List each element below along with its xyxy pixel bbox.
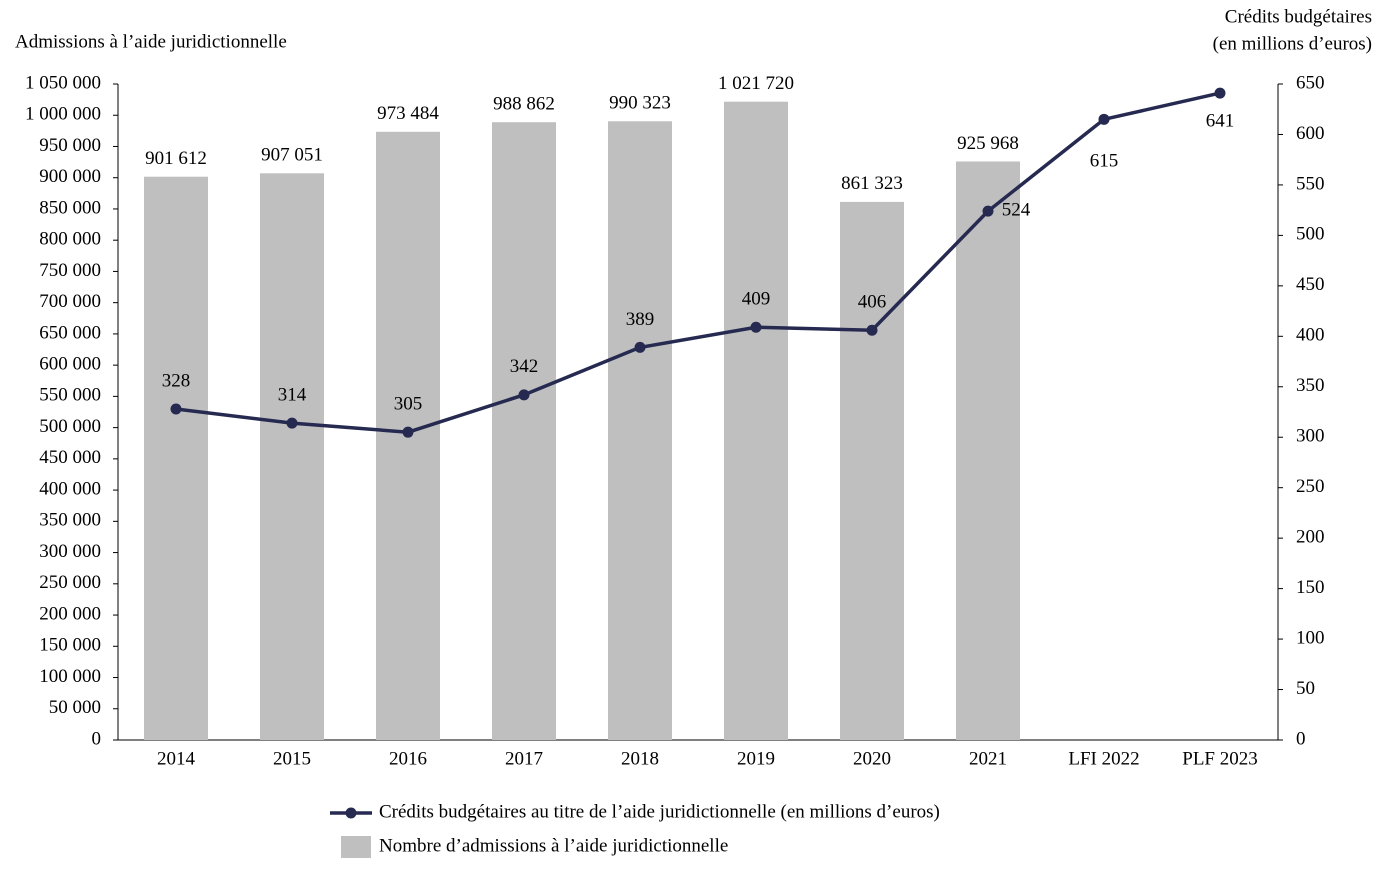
x-tick-label: 2021 (969, 748, 1007, 769)
line-value-label: 389 (626, 309, 655, 330)
y-axis-title: Admissions à l’aide juridictionnelle (15, 31, 287, 52)
y-tick-label: 500 000 (39, 416, 101, 437)
x-tick-label: 2016 (389, 748, 427, 769)
line (175, 91, 1221, 434)
y2-tick-label: 450 (1296, 274, 1325, 295)
y-tick-label: 50 000 (49, 697, 101, 718)
y-tick-label: 450 000 (39, 447, 101, 468)
bar-value-label: 925 968 (957, 133, 1019, 154)
line-point (982, 205, 994, 217)
y2-tick-label: 0 (1296, 728, 1306, 749)
bar-value-label: 907 051 (261, 145, 323, 166)
y2-tick-label: 400 (1296, 325, 1325, 346)
legend-label: Nombre d’admissions à l’aide juridiction… (379, 835, 728, 856)
line-value-label: 406 (858, 292, 887, 313)
line-point (170, 403, 182, 415)
bar-value-label: 990 323 (609, 93, 671, 114)
y2-tick-label: 500 (1296, 224, 1325, 245)
line-point (1214, 87, 1226, 99)
y-tick-label: 400 000 (39, 478, 101, 499)
line-point (286, 417, 298, 429)
line-point (518, 389, 530, 401)
line-value-label: 328 (162, 370, 191, 391)
bar-value-label: 861 323 (841, 173, 903, 194)
bar (260, 173, 324, 740)
bar (144, 176, 208, 741)
bar (608, 121, 672, 740)
line-point (634, 341, 646, 353)
y2-tick-label: 100 (1296, 627, 1325, 648)
y-tick-label: 250 000 (39, 572, 101, 593)
x-tick-label: LFI 2022 (1068, 748, 1139, 769)
x-tick-label: 2018 (621, 748, 659, 769)
y2-tick-label: 600 (1296, 123, 1325, 144)
x-tick-label: PLF 2023 (1182, 748, 1258, 769)
x-tick-label: 2015 (273, 748, 311, 769)
y-tick-label: 650 000 (39, 322, 101, 343)
y2-tick-label: 350 (1296, 375, 1325, 396)
bar (840, 201, 904, 741)
bar-value-label: 988 862 (493, 94, 555, 115)
y-tick-label: 200 000 (39, 603, 101, 624)
y-tick-label: 950 000 (39, 135, 101, 156)
x-tick-label: 2019 (737, 748, 775, 769)
bar-value-label: 901 612 (145, 148, 207, 169)
y2-tick-label: 550 (1296, 173, 1325, 194)
bar (492, 122, 556, 740)
line-point (750, 321, 762, 333)
y-tick-label: 550 000 (39, 385, 101, 406)
y-tick-label: 900 000 (39, 166, 101, 187)
y-tick-label: 800 000 (39, 229, 101, 250)
y2-axis-title: Crédits budgétaires (1225, 6, 1372, 27)
line-value-label: 409 (742, 289, 771, 310)
bar-value-label: 1 021 720 (718, 73, 794, 94)
line-point (1098, 113, 1110, 125)
y2-tick-label: 650 (1296, 72, 1325, 93)
bar-value-label: 973 484 (377, 103, 439, 124)
y2-tick-label: 250 (1296, 476, 1325, 497)
y-tick-label: 700 000 (39, 291, 101, 312)
y-tick-label: 750 000 (39, 260, 101, 281)
y-tick-label: 850 000 (39, 197, 101, 218)
y-tick-label: 350 000 (39, 510, 101, 531)
line-value-label: 305 (394, 394, 423, 415)
line-value-label: 615 (1090, 151, 1119, 172)
y-tick-label: 0 (92, 728, 102, 749)
x-tick-label: 2020 (853, 748, 891, 769)
line-value-label: 314 (278, 384, 307, 405)
y2-tick-label: 150 (1296, 577, 1325, 598)
legend-swatch (341, 836, 371, 858)
y-tick-label: 600 000 (39, 354, 101, 375)
y2-tick-label: 50 (1296, 678, 1315, 699)
y2-tick-label: 300 (1296, 426, 1325, 447)
legend-marker (345, 807, 357, 819)
y-tick-label: 100 000 (39, 666, 101, 687)
line-value-label: 641 (1206, 110, 1235, 131)
y-tick-label: 150 000 (39, 635, 101, 656)
line-point (866, 324, 878, 336)
y2-axis-title: (en millions d’euros) (1213, 33, 1372, 54)
y-tick-label: 1 000 000 (25, 104, 101, 125)
line-value-label: 342 (510, 356, 539, 377)
x-tick-label: 2014 (157, 748, 196, 769)
y2-tick-label: 200 (1296, 527, 1325, 548)
line-point (402, 426, 414, 438)
bar (724, 101, 788, 740)
y-tick-label: 1 050 000 (25, 72, 101, 93)
legend-label: Crédits budgétaires au titre de l’aide j… (379, 801, 940, 822)
bar (956, 161, 1020, 740)
x-tick-label: 2017 (505, 748, 543, 769)
line-value-label: 524 (1002, 200, 1031, 221)
y-tick-label: 300 000 (39, 541, 101, 562)
